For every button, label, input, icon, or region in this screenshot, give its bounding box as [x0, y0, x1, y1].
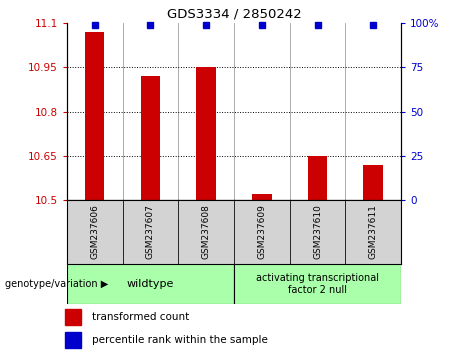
- Text: genotype/variation ▶: genotype/variation ▶: [5, 279, 108, 289]
- Bar: [252, 194, 272, 200]
- Text: activating transcriptional
factor 2 null: activating transcriptional factor 2 null: [256, 273, 379, 295]
- Bar: [123, 200, 178, 264]
- Bar: [345, 200, 401, 264]
- Bar: [85, 32, 105, 200]
- Bar: [65, 332, 81, 348]
- Text: GSM237607: GSM237607: [146, 204, 155, 259]
- Bar: [234, 200, 290, 264]
- Bar: [308, 156, 327, 200]
- Bar: [290, 200, 345, 264]
- Bar: [196, 67, 216, 200]
- Bar: [363, 165, 383, 200]
- Bar: [234, 264, 401, 304]
- Bar: [67, 264, 234, 304]
- Text: GSM237606: GSM237606: [90, 204, 99, 259]
- Bar: [65, 309, 81, 325]
- Text: wildtype: wildtype: [127, 279, 174, 289]
- Bar: [67, 200, 123, 264]
- Bar: [178, 200, 234, 264]
- Bar: [141, 76, 160, 200]
- Text: GSM237608: GSM237608: [201, 204, 211, 259]
- Title: GDS3334 / 2850242: GDS3334 / 2850242: [166, 7, 301, 21]
- Text: transformed count: transformed count: [92, 312, 189, 322]
- Text: percentile rank within the sample: percentile rank within the sample: [92, 335, 268, 346]
- Text: GSM237609: GSM237609: [257, 204, 266, 259]
- Text: GSM237611: GSM237611: [369, 204, 378, 259]
- Text: GSM237610: GSM237610: [313, 204, 322, 259]
